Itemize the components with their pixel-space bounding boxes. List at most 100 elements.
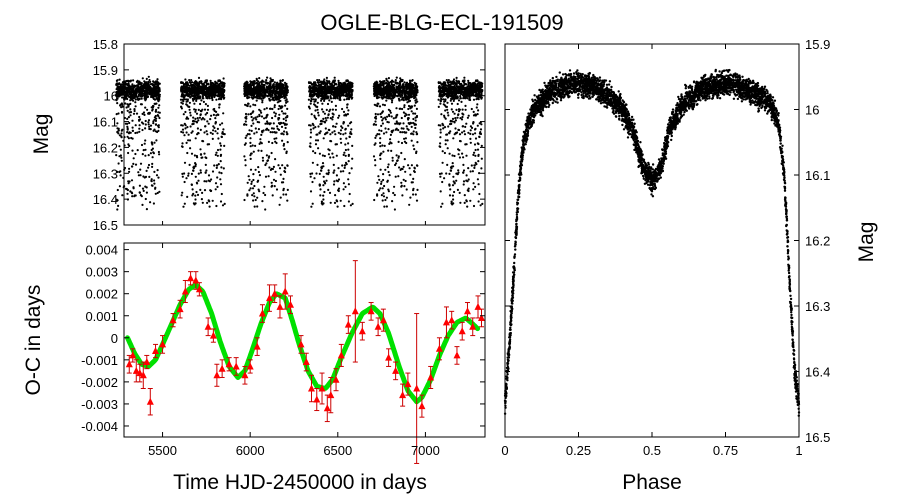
lightcurve-point bbox=[135, 93, 138, 96]
lightcurve-point bbox=[204, 163, 207, 166]
lightcurve-point bbox=[217, 113, 220, 116]
lightcurve-point bbox=[314, 98, 317, 101]
lightcurve-point bbox=[376, 102, 379, 105]
lightcurve-point bbox=[192, 88, 195, 91]
lightcurve-point bbox=[150, 184, 153, 187]
lightcurve-point bbox=[142, 149, 145, 152]
lightcurve-point bbox=[323, 154, 326, 158]
lightcurve-point bbox=[345, 85, 348, 88]
lightcurve-point bbox=[127, 143, 130, 146]
lightcurve-point bbox=[141, 203, 144, 206]
lightcurve-point bbox=[264, 94, 267, 97]
lightcurve-point bbox=[457, 128, 460, 131]
lightcurve-point bbox=[187, 94, 190, 98]
lightcurve-point bbox=[395, 120, 398, 123]
lightcurve-point bbox=[403, 158, 406, 161]
lightcurve-point bbox=[128, 170, 131, 173]
lightcurve-point bbox=[257, 166, 260, 169]
lightcurve-point bbox=[314, 126, 317, 129]
lightcurve-point bbox=[222, 97, 225, 100]
lightcurve-point bbox=[257, 179, 260, 182]
lightcurve-point bbox=[344, 82, 347, 85]
lightcurve-point bbox=[383, 144, 386, 147]
lightcurve-point bbox=[389, 141, 392, 144]
lightcurve-point bbox=[467, 167, 470, 170]
lightcurve-point bbox=[350, 128, 353, 131]
lightcurve-point bbox=[446, 108, 449, 111]
lightcurve-point bbox=[451, 162, 454, 165]
lightcurve-point bbox=[222, 81, 225, 84]
lightcurve-point bbox=[148, 175, 151, 178]
lightcurve-point bbox=[183, 134, 186, 137]
lightcurve-point bbox=[466, 205, 469, 208]
lightcurve-point bbox=[472, 188, 475, 191]
lightcurve-point bbox=[219, 153, 223, 156]
lightcurve-point bbox=[125, 92, 128, 95]
lightcurve-point bbox=[116, 170, 119, 173]
lightcurve-point bbox=[259, 141, 262, 144]
lightcurve-point bbox=[193, 102, 196, 105]
lightcurve-point bbox=[282, 91, 285, 95]
lightcurve-point bbox=[182, 100, 185, 103]
lightcurve-point bbox=[309, 131, 313, 134]
lightcurve-point bbox=[158, 116, 161, 120]
lightcurve-point bbox=[312, 150, 315, 153]
lightcurve-point bbox=[140, 143, 144, 147]
lightcurve-point bbox=[382, 86, 385, 89]
lightcurve-point bbox=[267, 86, 270, 89]
lightcurve-point bbox=[345, 113, 348, 116]
lightcurve-point bbox=[208, 180, 211, 183]
lightcurve-point bbox=[194, 110, 197, 113]
lightcurve-point bbox=[139, 194, 142, 197]
lightcurve-point bbox=[453, 190, 456, 194]
lightcurve-point bbox=[411, 79, 414, 82]
lightcurve-point bbox=[313, 177, 316, 180]
lightcurve-point bbox=[319, 188, 322, 191]
lightcurve-point bbox=[243, 86, 246, 89]
lightcurve-point bbox=[339, 85, 342, 88]
lightcurve-point bbox=[148, 78, 151, 82]
lightcurve-point bbox=[215, 204, 218, 208]
lightcurve-point bbox=[382, 192, 385, 195]
lightcurve-point bbox=[474, 185, 477, 188]
lightcurve-point bbox=[134, 105, 137, 108]
lightcurve-point bbox=[255, 77, 258, 80]
lightcurve-point bbox=[269, 80, 273, 83]
lightcurve-point bbox=[342, 94, 345, 97]
lightcurve-point bbox=[393, 185, 396, 188]
lightcurve-point bbox=[390, 101, 394, 104]
lightcurve-point bbox=[263, 108, 266, 111]
lightcurve-point bbox=[221, 204, 225, 207]
lightcurve-point bbox=[135, 88, 138, 91]
lightcurve-point bbox=[185, 131, 188, 134]
lightcurve-point bbox=[222, 112, 225, 115]
lightcurve-point bbox=[153, 182, 156, 185]
lightcurve-point bbox=[252, 192, 255, 195]
lightcurve-point bbox=[332, 79, 335, 82]
lightcurve-point bbox=[415, 199, 419, 202]
lightcurve-point bbox=[222, 128, 225, 131]
lightcurve-point bbox=[203, 152, 206, 155]
lightcurve-point bbox=[154, 187, 157, 190]
lightcurve-point bbox=[117, 204, 120, 207]
lightcurve-point bbox=[337, 131, 340, 134]
lightcurve-point bbox=[200, 198, 203, 201]
lightcurve-point bbox=[128, 80, 131, 83]
lightcurve-point bbox=[414, 119, 417, 122]
lightcurve-point bbox=[191, 84, 194, 87]
lightcurve-point bbox=[193, 108, 196, 111]
lightcurve-point bbox=[145, 77, 148, 80]
lightcurve-point bbox=[274, 115, 277, 118]
lightcurve-point bbox=[285, 94, 288, 97]
lightcurve-point bbox=[350, 81, 353, 84]
lightcurve-point bbox=[469, 98, 472, 102]
lightcurve-point bbox=[116, 94, 119, 97]
lightcurve-point bbox=[271, 194, 274, 197]
lightcurve-point bbox=[409, 173, 412, 176]
lightcurve-point bbox=[402, 122, 405, 125]
lightcurve-point bbox=[315, 133, 318, 136]
lightcurve-point bbox=[452, 175, 455, 178]
lightcurve-point bbox=[279, 122, 282, 125]
lightcurve-point bbox=[312, 124, 315, 127]
lightcurve-point bbox=[125, 106, 128, 109]
